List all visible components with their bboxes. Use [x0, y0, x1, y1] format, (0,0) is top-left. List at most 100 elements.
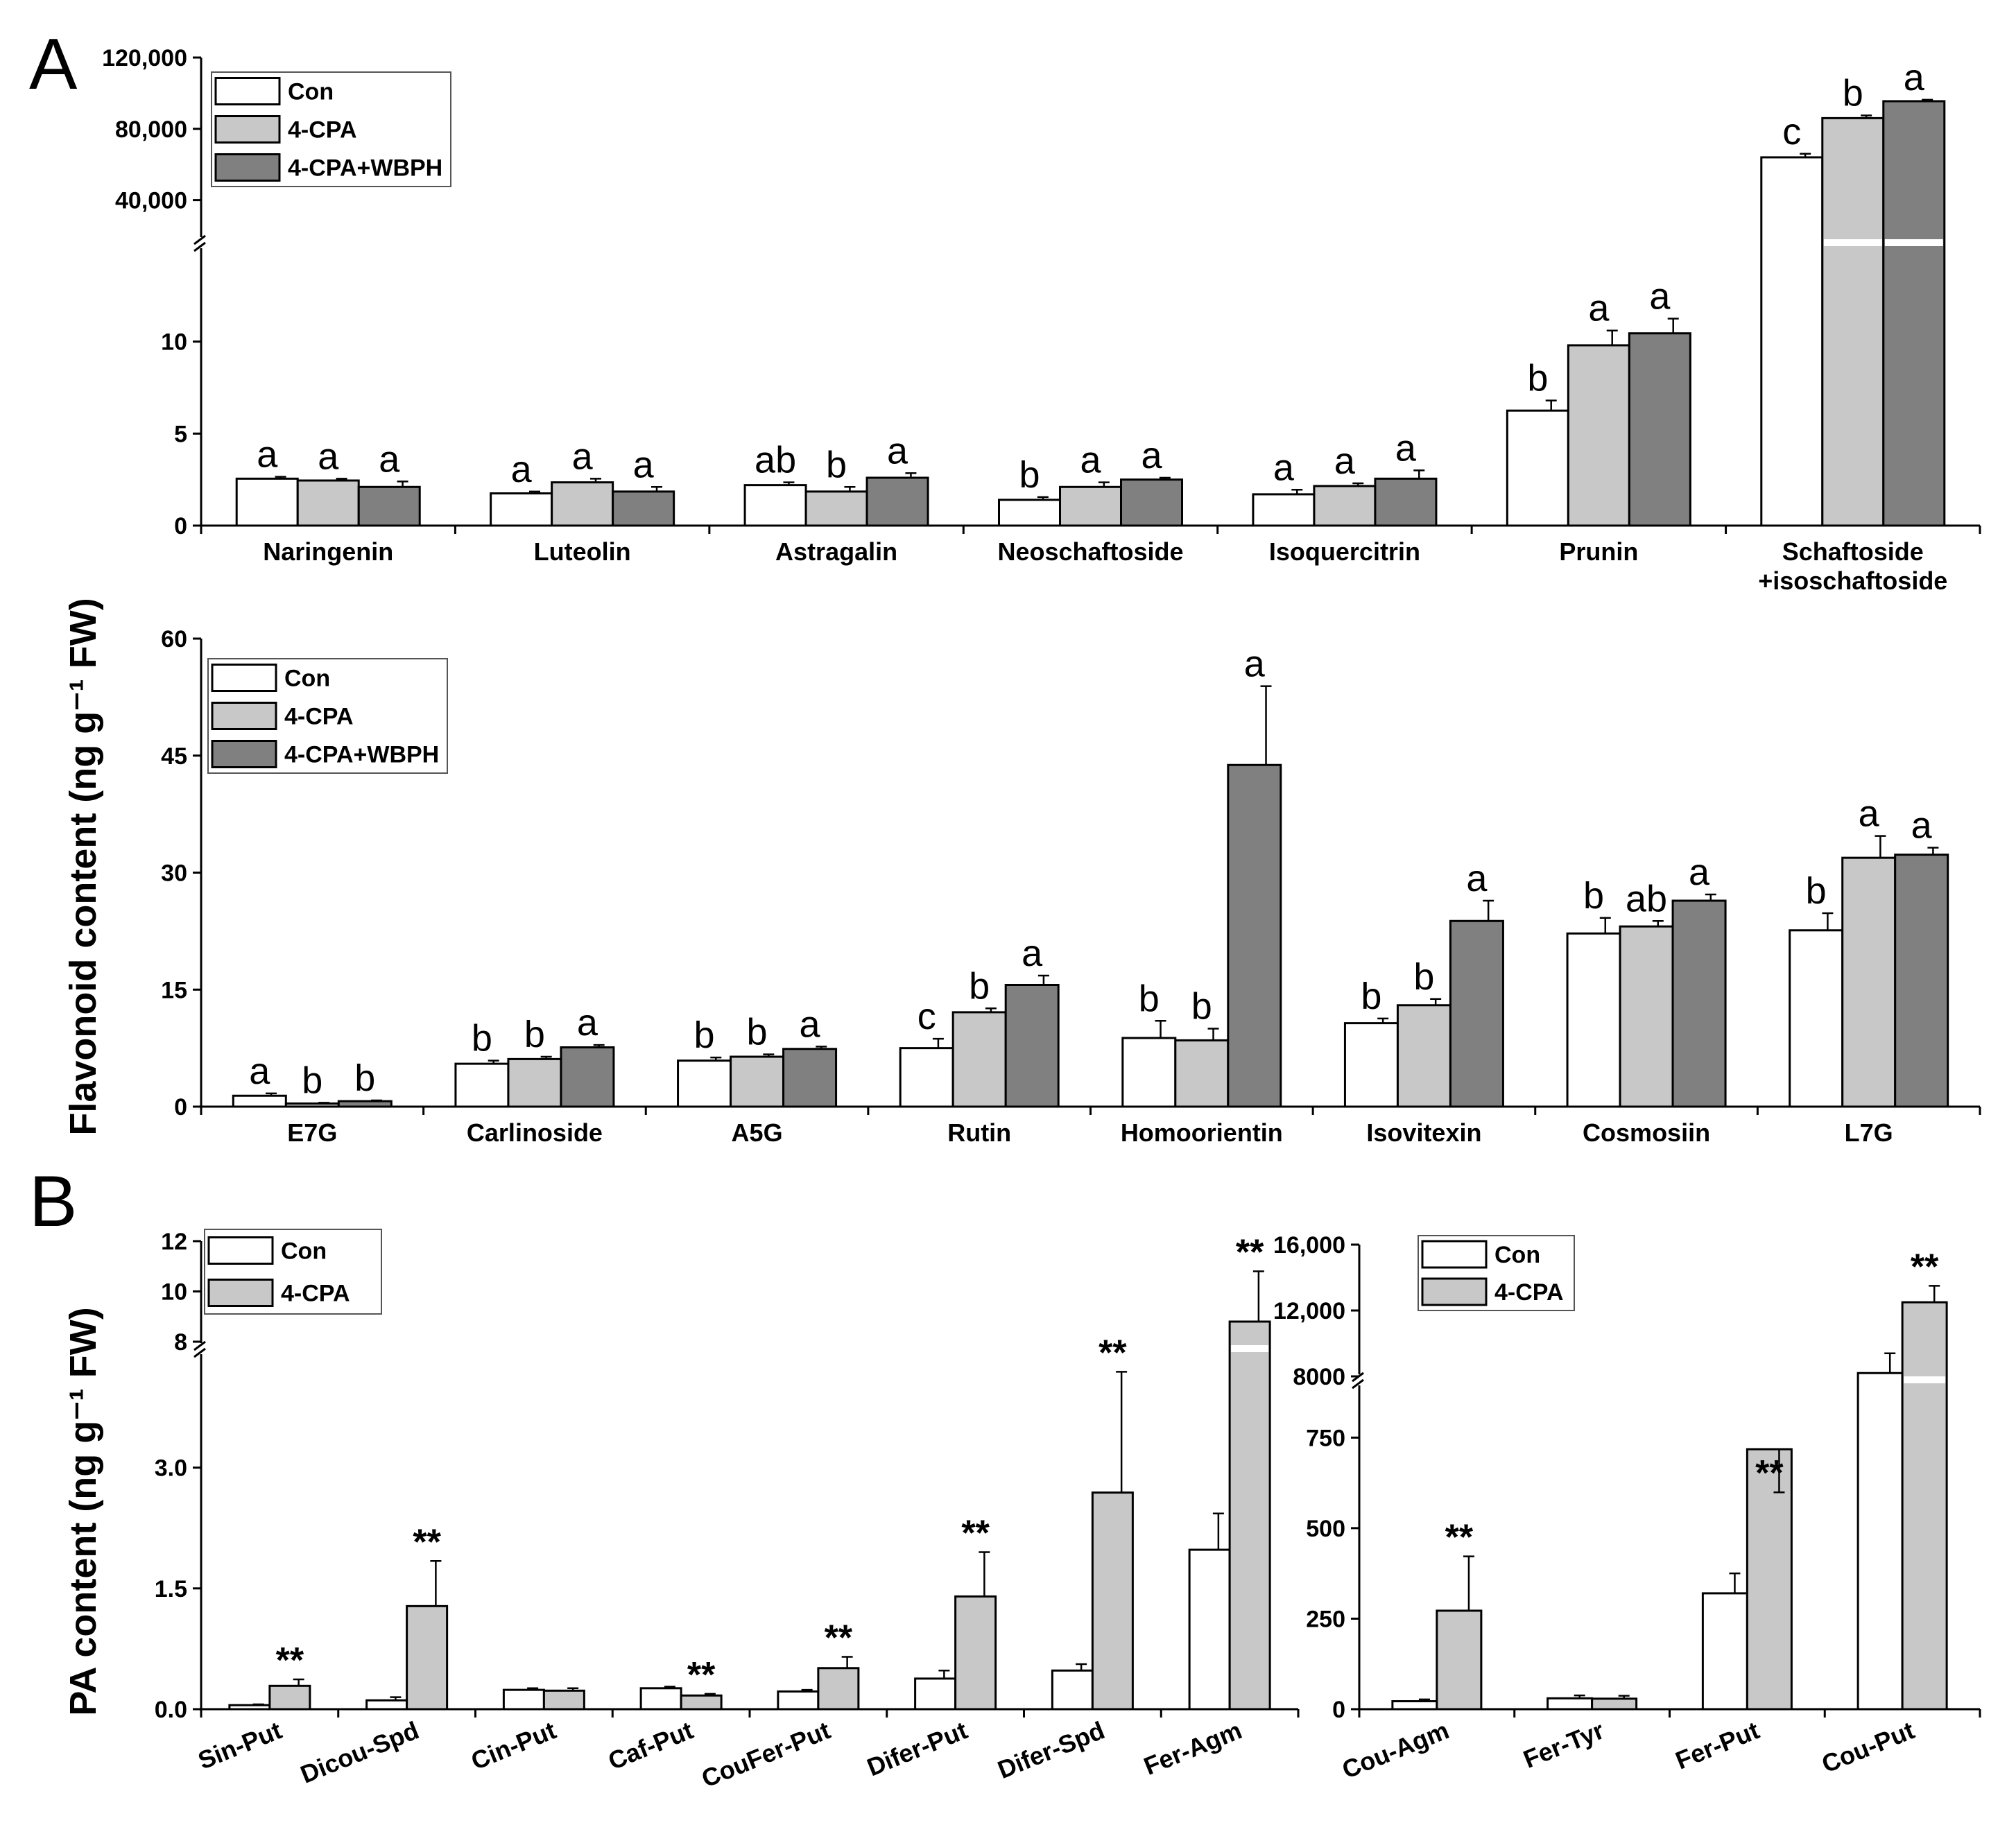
x-category-label: Fer-Tyr — [1519, 1715, 1608, 1773]
legend-swatch — [211, 664, 277, 692]
significance-letter: a — [1904, 57, 1925, 98]
pa-y-axis-label: PA content (ng g⁻¹ FW) — [62, 1307, 104, 1715]
bar-con — [1547, 1697, 1594, 1711]
y-tick-label: 500 — [1306, 1516, 1345, 1542]
bar-4-cpa — [1396, 1004, 1451, 1108]
bar-con — [228, 1704, 271, 1711]
bar-con — [502, 1688, 545, 1711]
significance-stars: ** — [413, 1522, 441, 1562]
bar-4-cpa — [817, 1667, 860, 1711]
x-category-label: Cin-Put — [467, 1715, 560, 1775]
x-category-label: Cou-Agm — [1338, 1715, 1453, 1784]
bar-con — [1760, 156, 1824, 527]
bar-4-cpa — [1228, 1320, 1271, 1711]
legend-box — [1418, 1235, 1575, 1311]
x-category-label: A5G — [732, 1118, 783, 1147]
significance-letter: a — [887, 430, 908, 472]
bar-con — [639, 1687, 682, 1711]
bar-con — [777, 1690, 820, 1711]
legend-label: 4-CPA — [284, 704, 354, 730]
significance-letter: b — [472, 1018, 492, 1059]
bar-4-cpa+wbph — [337, 1100, 393, 1108]
axis-break-mark — [1352, 1378, 1364, 1390]
y-tick-label: 12 — [161, 1229, 187, 1255]
bar-break-gap — [1884, 239, 1943, 246]
bar-4-cpa+wbph — [612, 490, 675, 527]
bar-4-cpa — [1174, 1039, 1230, 1108]
significance-letter: b — [969, 965, 990, 1007]
y-tick-label: 250 — [1306, 1606, 1345, 1632]
y-tick-label: 120,000 — [102, 45, 187, 71]
bar-con — [1391, 1700, 1438, 1711]
bar-4-cpa — [551, 481, 614, 527]
bar-con — [1188, 1548, 1231, 1711]
y-tick-label: 40,000 — [115, 188, 187, 214]
significance-letter: a — [379, 438, 400, 480]
bar-con — [1252, 493, 1316, 527]
bar-con — [1856, 1372, 1904, 1711]
y-tick-label: 10 — [161, 329, 187, 356]
bar-4-cpa+wbph — [865, 476, 929, 527]
bar-con — [1121, 1037, 1177, 1108]
y-tick-label: 8 — [174, 1329, 187, 1356]
x-category-label: Fer-Put — [1671, 1715, 1763, 1774]
bar-4-cpa+wbph — [357, 485, 421, 527]
bar-4-cpa+wbph — [1671, 899, 1727, 1108]
x-category-label: Carlinoside — [467, 1118, 603, 1147]
legend-label: Con — [284, 666, 330, 692]
significance-letter: a — [511, 449, 533, 490]
bar-4-cpa — [296, 479, 360, 527]
significance-letter: a — [572, 435, 594, 477]
y-tick-label: 8000 — [1293, 1364, 1345, 1390]
legend-swatch — [207, 1279, 274, 1307]
bar-break-gap — [1859, 1376, 1902, 1383]
significance-letter: b — [302, 1059, 322, 1101]
y-tick-label: 80,000 — [115, 116, 187, 143]
significance-stars: ** — [1099, 1333, 1127, 1373]
x-category-label: Difer-Spd — [994, 1715, 1109, 1784]
x-category-label: Isovitexin — [1366, 1118, 1481, 1147]
y-tick-label: 12,000 — [1273, 1298, 1345, 1324]
bar-4-cpa+wbph — [1374, 477, 1438, 527]
significance-letter: a — [249, 1050, 270, 1092]
bar-con — [232, 1094, 287, 1108]
significance-stars: ** — [1911, 1247, 1939, 1287]
x-category-label: Isoquercitrin — [1269, 537, 1420, 566]
significance-letter: a — [1911, 805, 1933, 847]
bar-break-gap — [1823, 239, 1882, 246]
significance-letter: a — [1649, 276, 1671, 318]
bar-con — [677, 1059, 732, 1108]
significance-letter: b — [1139, 978, 1160, 1019]
legend-label: 4-CPA — [288, 117, 357, 144]
significance-letter: b — [1583, 875, 1604, 917]
significance-letter: a — [1273, 447, 1295, 488]
y-tick-label: 3.0 — [155, 1455, 187, 1482]
significance-letter: b — [1843, 73, 1863, 114]
significance-stars: ** — [1445, 1518, 1474, 1558]
y-tick-label: 0 — [174, 513, 187, 539]
significance-letter: ab — [755, 440, 796, 481]
bar-4-cpa+wbph — [1227, 763, 1282, 1108]
bar-4-cpa — [268, 1684, 311, 1711]
bar-4-cpa — [1313, 485, 1377, 527]
x-category-label: Rutin — [947, 1118, 1011, 1147]
bar-4-cpa — [951, 1011, 1007, 1108]
legend-swatch — [211, 740, 277, 768]
significance-letter: a — [1466, 858, 1488, 899]
y-tick-label: 0 — [174, 1094, 187, 1121]
bar-4-cpa — [406, 1604, 449, 1711]
y-tick-label: 45 — [161, 743, 187, 770]
significance-stars: ** — [1236, 1233, 1264, 1273]
bar-con — [490, 492, 553, 527]
significance-letter: a — [577, 1002, 598, 1044]
y-tick-label: 30 — [161, 860, 187, 887]
x-category-label: Prunin — [1559, 537, 1638, 566]
bar-con — [998, 499, 1061, 527]
x-category-label: Dicou-Spd — [296, 1715, 422, 1788]
significance-letter: b — [826, 444, 847, 485]
bar-4-cpa — [284, 1102, 340, 1108]
bar-con — [899, 1047, 954, 1108]
bar-4-cpa+wbph — [782, 1048, 838, 1108]
